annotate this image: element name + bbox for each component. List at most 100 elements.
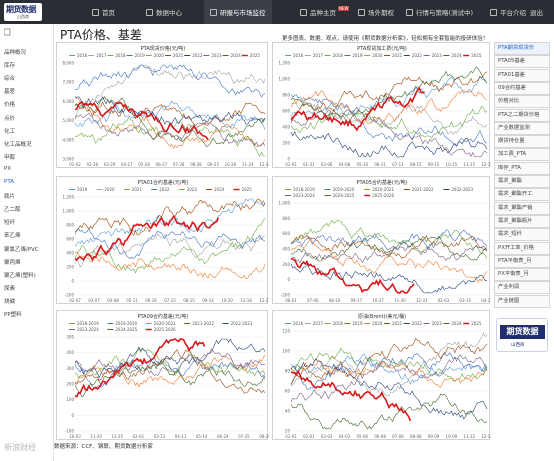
legend-label[interactable]: 2025 <box>242 187 253 192</box>
sidebar-item[interactable]: 化工品概况 <box>4 141 32 148</box>
nav-logout[interactable]: 退出 <box>530 9 543 17</box>
sidebar-item[interactable]: PP塑料 <box>4 312 22 318</box>
legend-label[interactable]: 2016 <box>293 53 304 58</box>
app-logo[interactable]: 期货数据 山西商 <box>4 3 42 21</box>
legend-label[interactable]: 2024 <box>451 53 462 58</box>
sidebar-item[interactable]: 基差 <box>4 89 16 96</box>
legend-label[interactable]: 2021 <box>173 53 184 58</box>
legend-label[interactable]: 2018 <box>333 53 344 58</box>
sidebar-item[interactable]: 苯乙烯 <box>4 233 21 240</box>
legend-label[interactable]: 2023-2024 <box>77 327 99 332</box>
legend-label[interactable]: 2022 <box>159 187 170 192</box>
right-nav-button[interactable]: 需求_短纤 <box>494 228 550 242</box>
sidebar-item[interactable]: 乙二醇 <box>4 207 21 214</box>
nav-data-center[interactable]: 数据中心 <box>146 0 182 24</box>
legend-label[interactable]: 2022 <box>192 53 203 58</box>
legend-label[interactable]: 2024 <box>214 187 225 192</box>
legend-label[interactable]: 2023 <box>432 321 443 326</box>
right-nav-button[interactable]: 价格对比 <box>494 95 550 109</box>
legend-label[interactable]: 2018-2019 <box>293 187 315 192</box>
legend-label[interactable]: 2020 <box>372 321 383 326</box>
legend-label[interactable]: 2024-2025 <box>115 327 137 332</box>
legend-label[interactable]: 2025 <box>471 321 482 326</box>
legend-label[interactable]: 2020 <box>372 53 383 58</box>
right-nav-button[interactable]: 产业利润 <box>494 281 550 295</box>
right-nav-button[interactable]: PTA期货现货价 <box>494 42 550 55</box>
legend-label[interactable]: 2019-2020 <box>333 187 355 192</box>
sidebar-item[interactable]: 短纤 <box>4 220 16 227</box>
legend-label[interactable]: 2022-2023 <box>451 187 473 192</box>
sidebar-item[interactable]: PTA <box>4 179 15 185</box>
legend-label[interactable]: 2021-2022 <box>412 187 434 192</box>
legend-label[interactable]: 2022 <box>412 321 423 326</box>
sidebar-item[interactable]: 烧碱 <box>4 298 16 305</box>
legend-label[interactable]: 2017 <box>313 53 324 58</box>
right-nav-button[interactable]: PX开工率_价格 <box>494 241 550 255</box>
sidebar-item[interactable]: 甲醇 <box>4 154 16 161</box>
legend-label[interactable]: 2023 <box>187 187 198 192</box>
sidebar-item[interactable]: 化工 <box>4 128 16 135</box>
legend-label[interactable]: 2017 <box>96 53 107 58</box>
legend-label[interactable]: 2016 <box>293 321 304 326</box>
promo-badge[interactable]: 期货数据 山西商 <box>496 318 548 352</box>
right-nav-button[interactable]: PTA05基差 <box>494 55 550 69</box>
legend-label[interactable]: 2017 <box>313 321 324 326</box>
legend-label[interactable]: 2021 <box>392 321 403 326</box>
legend-label[interactable]: 2024 <box>451 321 462 326</box>
sidebar-item[interactable]: 瓶片 <box>4 194 16 201</box>
right-nav-button[interactable]: PTA平衡表_月 <box>494 254 550 268</box>
legend-label[interactable]: 2020 <box>104 187 115 192</box>
legend-label[interactable]: 2025-2026 <box>154 327 176 332</box>
legend-label[interactable]: 2019-2020 <box>115 321 137 326</box>
legend-label[interactable]: 2019 <box>352 53 363 58</box>
legend-label[interactable]: 2021 <box>132 187 143 192</box>
legend-label[interactable]: 2022-2023 <box>231 321 253 326</box>
legend-label[interactable]: 2019 <box>77 187 88 192</box>
legend-label[interactable]: 2023 <box>432 53 443 58</box>
legend-label[interactable]: 2016 <box>77 53 88 58</box>
legend-label[interactable]: 2020 <box>154 53 165 58</box>
right-nav-button[interactable]: 加工费_PTA <box>494 148 550 162</box>
sidebar-item[interactable]: 聚乙烯(塑料) <box>4 272 36 279</box>
sidebar-item[interactable]: 聚丙烯 <box>4 259 21 266</box>
sidebar-item[interactable]: 尿素 <box>4 285 16 292</box>
legend-label[interactable]: 2025 <box>250 53 261 58</box>
sidebar-item[interactable]: PX <box>4 165 12 172</box>
right-nav-button[interactable]: 期货持仓量 <box>494 135 550 149</box>
right-nav-button[interactable]: PTA之二期货价格 <box>494 108 550 122</box>
legend-label[interactable]: 2021-2022 <box>192 321 214 326</box>
right-nav-button[interactable]: 09合约基差 <box>494 81 550 95</box>
nav-variety-home[interactable]: 品种主页 NEW <box>300 0 350 24</box>
legend-label[interactable]: 2018 <box>333 321 344 326</box>
right-nav-button[interactable]: PTA01基差 <box>494 68 550 82</box>
legend-label[interactable]: 2019 <box>135 53 146 58</box>
legend-label[interactable]: 2025-2026 <box>372 193 394 198</box>
sidebar-item[interactable]: 聚氯乙烯/PVC <box>4 246 39 253</box>
sidebar-item[interactable]: 库存 <box>4 63 16 70</box>
sidebar-item[interactable]: 价格 <box>4 102 16 109</box>
legend-label[interactable]: 2024-2025 <box>333 193 355 198</box>
legend-label[interactable]: 2018 <box>115 53 126 58</box>
nav-quotes-strategy[interactable]: 行情与策略(测试中) <box>406 0 473 24</box>
legend-label[interactable]: 2025 <box>471 53 482 58</box>
legend-label[interactable]: 2019 <box>352 321 363 326</box>
legend-label[interactable]: 2018-2019 <box>77 321 99 326</box>
sidebar-item[interactable]: 品种概况 <box>4 50 27 56</box>
legend-label[interactable]: 2024 <box>231 53 242 58</box>
right-nav-button[interactable]: PX平衡表_月 <box>494 268 550 282</box>
sidebar-item[interactable]: 综合 <box>4 76 16 83</box>
right-nav-button[interactable]: 产业链图 <box>494 294 550 308</box>
legend-label[interactable]: 2023 <box>211 53 222 58</box>
legend-label[interactable]: 2020-2021 <box>372 187 394 192</box>
right-nav-button[interactable]: 产业数据监测 <box>494 121 550 135</box>
legend-label[interactable]: 2022 <box>412 53 423 58</box>
nav-home[interactable]: 首页 <box>92 0 115 24</box>
right-nav-button[interactable]: 需求_聚酯瓶片 <box>494 214 550 228</box>
right-nav-button[interactable]: 需求_聚酯开工 <box>494 188 550 202</box>
legend-label[interactable]: 2020-2021 <box>154 321 176 326</box>
right-nav-button[interactable]: 需求_聚酯产销 <box>494 201 550 215</box>
sidebar-item[interactable]: 点价 <box>4 115 16 122</box>
right-nav-button[interactable]: 库存_PTA <box>494 161 550 175</box>
nav-research-monitor[interactable]: 研报与市场监控 <box>204 0 272 24</box>
legend-label[interactable]: 2023-2024 <box>293 193 315 198</box>
